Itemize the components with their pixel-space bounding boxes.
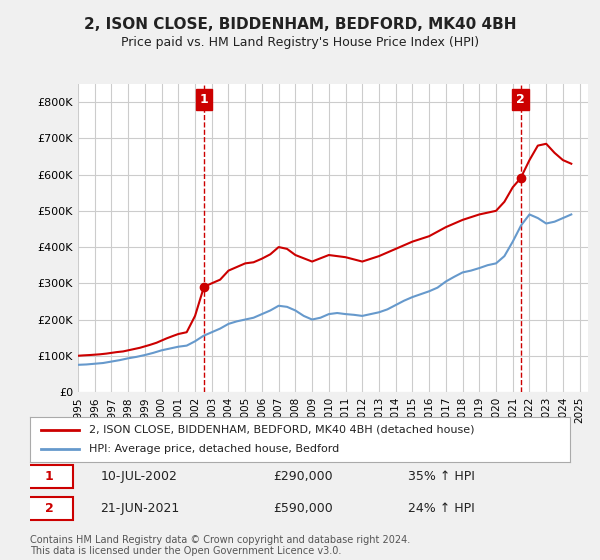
Text: £290,000: £290,000 [273,470,332,483]
Text: Price paid vs. HM Land Registry's House Price Index (HPI): Price paid vs. HM Land Registry's House … [121,36,479,49]
Text: Contains HM Land Registry data © Crown copyright and database right 2024.
This d: Contains HM Land Registry data © Crown c… [30,535,410,557]
Text: 2, ISON CLOSE, BIDDENHAM, BEDFORD, MK40 4BH: 2, ISON CLOSE, BIDDENHAM, BEDFORD, MK40 … [84,17,516,32]
Text: £590,000: £590,000 [273,502,333,515]
Text: 1: 1 [200,94,208,106]
Text: 21-JUN-2021: 21-JUN-2021 [100,502,179,515]
Text: 24% ↑ HPI: 24% ↑ HPI [408,502,475,515]
Text: 10-JUL-2002: 10-JUL-2002 [100,470,177,483]
FancyBboxPatch shape [25,465,73,488]
Text: HPI: Average price, detached house, Bedford: HPI: Average price, detached house, Bedf… [89,445,340,455]
Text: 2, ISON CLOSE, BIDDENHAM, BEDFORD, MK40 4BH (detached house): 2, ISON CLOSE, BIDDENHAM, BEDFORD, MK40 … [89,424,475,435]
Text: 35% ↑ HPI: 35% ↑ HPI [408,470,475,483]
Text: 2: 2 [44,502,53,515]
Text: 1: 1 [44,470,53,483]
Text: 2: 2 [516,94,525,106]
FancyBboxPatch shape [25,497,73,520]
